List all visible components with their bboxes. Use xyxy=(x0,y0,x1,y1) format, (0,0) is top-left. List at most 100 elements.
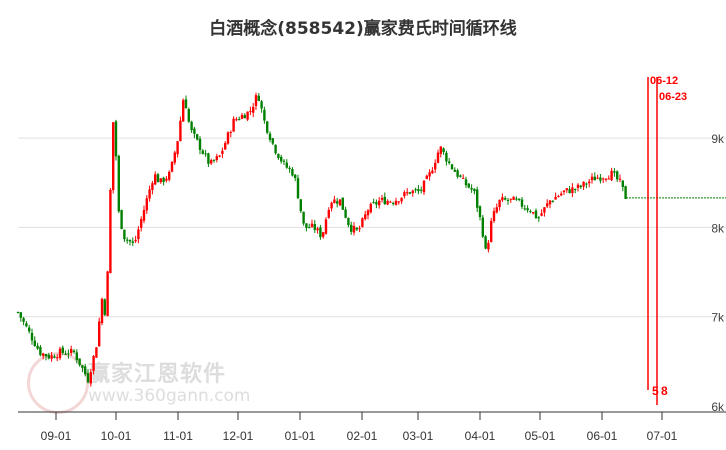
x-tick-label: 02-01 xyxy=(347,429,378,443)
candle-body xyxy=(478,206,482,218)
candle-body xyxy=(509,198,512,200)
x-tick-label: 03-01 xyxy=(403,429,434,443)
candle-body xyxy=(170,161,174,172)
candle-body xyxy=(341,197,344,210)
candle-body xyxy=(249,110,252,112)
candle-body xyxy=(218,155,221,157)
candle-body xyxy=(137,229,140,240)
candle-body xyxy=(492,211,496,222)
candle-body xyxy=(414,189,417,191)
candle-body xyxy=(56,357,59,359)
candle-body xyxy=(613,171,616,173)
candle-body xyxy=(364,214,367,220)
candle-body xyxy=(28,327,31,332)
candle-body xyxy=(254,95,258,106)
candle-body xyxy=(50,355,53,359)
candle-body xyxy=(420,189,423,191)
candle-body xyxy=(333,199,336,204)
candle-body xyxy=(25,323,28,327)
cycle-count-label: 8 xyxy=(661,384,668,398)
candle-body xyxy=(593,176,596,181)
candle-body xyxy=(75,352,78,361)
candle-body xyxy=(131,241,134,243)
candle-body xyxy=(350,224,353,232)
candle-body xyxy=(252,106,255,113)
candle-body xyxy=(378,200,381,206)
candle-body xyxy=(165,178,168,181)
candle-body xyxy=(361,218,364,227)
candle-body xyxy=(22,318,25,322)
candle-body xyxy=(330,202,333,209)
candle-body xyxy=(554,196,557,200)
candle-body xyxy=(504,198,507,200)
candle-body xyxy=(238,119,241,121)
candle-body xyxy=(100,298,104,324)
candle-body xyxy=(406,192,409,194)
candle-body xyxy=(159,178,162,183)
candle-body xyxy=(464,179,468,186)
candle-body xyxy=(445,152,448,162)
candle-body xyxy=(187,109,190,122)
candle-body xyxy=(196,134,199,140)
candle-body xyxy=(470,187,473,190)
candle-body xyxy=(229,132,232,134)
candle-body xyxy=(156,174,160,183)
x-tick-label: 10-01 xyxy=(101,429,132,443)
candle-body xyxy=(268,133,272,140)
candle-body xyxy=(602,178,605,180)
candle-body xyxy=(436,152,440,163)
candle-body xyxy=(473,188,476,192)
candle-body xyxy=(585,183,588,185)
candle-body xyxy=(624,186,627,199)
x-tick-label: 11-01 xyxy=(163,429,193,443)
candle-body xyxy=(224,143,227,150)
candle-body xyxy=(574,188,577,190)
candle-body xyxy=(621,180,624,188)
candle-body xyxy=(36,345,39,349)
x-tick-label: 07-01 xyxy=(647,429,678,443)
candle-body xyxy=(184,99,188,109)
candle-body xyxy=(280,156,283,162)
candle-body xyxy=(123,229,126,240)
candle-body xyxy=(442,148,445,153)
candle-body xyxy=(207,153,210,164)
candle-body xyxy=(537,217,540,219)
candle-body xyxy=(53,356,56,358)
candle-body xyxy=(282,160,286,162)
candle-body xyxy=(568,189,571,194)
candle-body xyxy=(78,358,81,366)
x-tick-label: 04-01 xyxy=(465,429,496,443)
y-tick-label: 7k xyxy=(711,311,725,325)
cycle-date-label: 06-23 xyxy=(659,91,687,103)
candle-body xyxy=(366,210,370,216)
candle-body xyxy=(618,178,622,180)
candle-body xyxy=(30,332,34,341)
candle-body xyxy=(210,160,213,164)
candle-body xyxy=(288,167,291,169)
candle-body xyxy=(562,190,566,193)
candle-body xyxy=(588,181,591,184)
candle-body xyxy=(103,299,106,315)
candle-body xyxy=(352,226,356,233)
candle-body xyxy=(70,348,73,353)
candle-body xyxy=(64,353,67,355)
candle-body xyxy=(142,210,146,221)
candle-body xyxy=(294,174,297,178)
candle-body xyxy=(81,365,84,368)
x-tick-label: 12-01 xyxy=(223,429,254,443)
candle-body xyxy=(540,213,543,216)
candle-body xyxy=(112,122,115,191)
candle-body xyxy=(263,109,266,121)
candle-body xyxy=(534,210,538,219)
candle-body xyxy=(204,153,207,155)
candle-body xyxy=(501,197,504,201)
candle-body xyxy=(453,169,456,172)
candle-body xyxy=(336,201,339,204)
candle-body xyxy=(560,193,563,196)
candle-body xyxy=(408,192,412,194)
candle-body xyxy=(120,210,123,230)
candle-body xyxy=(308,227,311,229)
candle-body xyxy=(215,156,218,160)
candle-body xyxy=(291,168,294,176)
candle-body xyxy=(299,199,302,212)
